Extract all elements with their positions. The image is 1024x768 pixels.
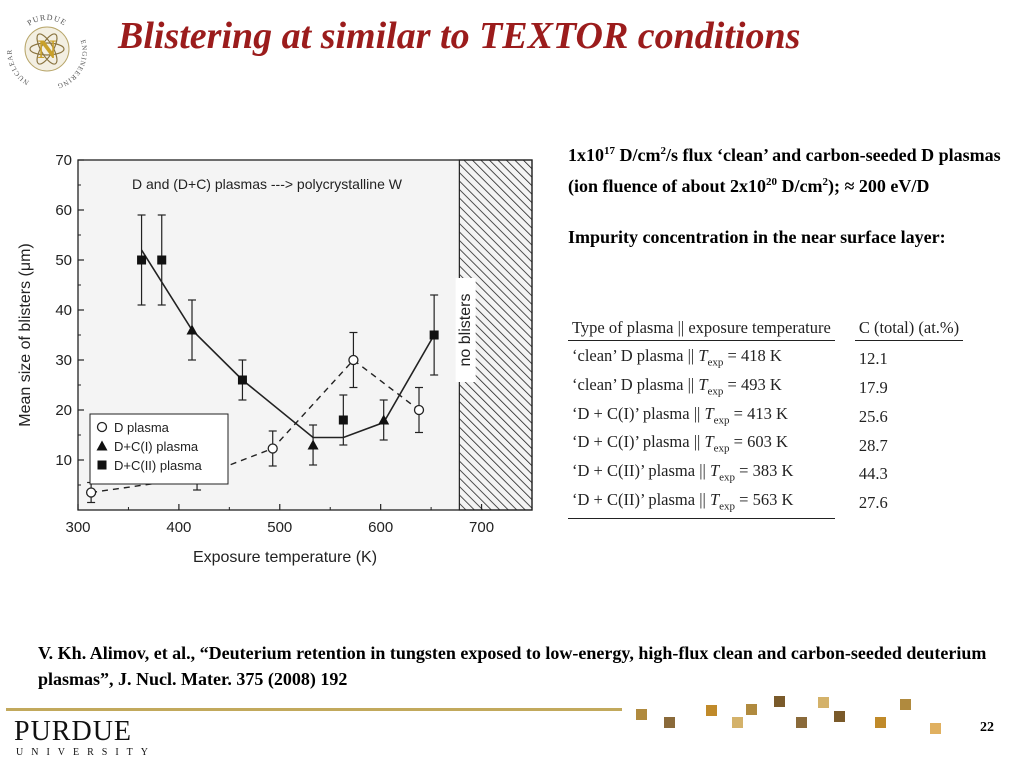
citation: V. Kh. Alimov, et al., “Deuterium retent…	[38, 643, 987, 689]
data-point	[378, 414, 390, 425]
y-tick-label: 70	[55, 152, 72, 169]
logo-letter: N	[38, 35, 57, 64]
table-cell-carbon: 27.6	[858, 493, 888, 513]
no-blisters-label: no blisters	[457, 294, 474, 367]
data-point	[348, 354, 359, 366]
logo-text-top: PURDUE	[25, 13, 67, 28]
decorative-square	[900, 699, 911, 710]
legend-marker	[96, 440, 108, 451]
table-row: ‘D + C(I)’ plasma || Texp = 413 K 25.6	[568, 403, 963, 432]
decorative-square	[636, 709, 647, 720]
decorative-square	[834, 711, 845, 722]
table-cell-carbon: 17.9	[858, 377, 888, 397]
table-cell-carbon: 44.3	[858, 464, 888, 484]
svg-text:PURDUE: PURDUE	[25, 13, 68, 28]
x-tick-label: 700	[469, 519, 494, 536]
decorative-square	[774, 696, 785, 707]
decorative-square	[818, 697, 829, 708]
table-header-plasma: Type of plasma || exposure temperature	[568, 316, 835, 341]
data-point	[307, 439, 319, 450]
legend-label: D plasma	[114, 420, 170, 435]
purdue-wordmark: PURDUE	[14, 716, 133, 747]
table-row: ‘D + C(II)’ plasma || Texp = 563 K 27.6	[568, 488, 963, 519]
table-cell-carbon: 28.7	[858, 435, 888, 455]
data-point	[85, 487, 97, 498]
table-row: ‘D + C(I)’ plasma || Texp = 603 K 28.7	[568, 431, 963, 460]
data-point	[186, 324, 198, 335]
table-cell-carbon: 25.6	[858, 406, 888, 426]
y-tick-label: 60	[55, 202, 72, 219]
table-header-carbon: C (total) (at.%)	[854, 316, 964, 341]
y-tick-label: 20	[55, 402, 72, 419]
description-flux: 1x1017 D/cm2/s flux ‘clean’ and carbon-s…	[568, 145, 1001, 196]
data-point	[137, 255, 147, 265]
description-block: 1x1017 D/cm2/s flux ‘clean’ and carbon-s…	[568, 138, 1013, 251]
table-row: ‘clean’ D plasma || Texp = 418 K 12.1	[568, 341, 963, 374]
blister-size-chart: no blisters D and (D+C) plasmas ---> poly…	[10, 148, 550, 588]
table-cell-carbon: 12.1	[858, 349, 888, 369]
atom-icon	[29, 33, 65, 65]
legend-marker	[97, 460, 107, 470]
table-cell-plasma: ‘D + C(II)’ plasma || Texp = 563 K	[568, 488, 835, 519]
footer-divider	[6, 708, 622, 711]
y-tick-label: 30	[55, 352, 72, 369]
page-number: 22	[980, 720, 994, 735]
table-cell-plasma: ‘D + C(I)’ plasma || Texp = 413 K	[572, 403, 788, 426]
chart-title: D and (D+C) plasmas ---> polycrystalline…	[132, 176, 403, 192]
x-tick-label: 400	[166, 519, 191, 536]
decorative-square	[796, 717, 807, 728]
data-point	[338, 415, 348, 425]
legend-label: D+C(I) plasma	[114, 439, 199, 454]
x-axis-label: Exposure temperature (K)	[193, 549, 377, 566]
table-row: ‘clean’ D plasma || Texp = 493 K 17.9	[568, 374, 963, 403]
impurity-table: Type of plasma || exposure temperature C…	[568, 316, 1014, 519]
table-cell-plasma: ‘D + C(II)’ plasma || Texp = 383 K	[572, 461, 794, 484]
purdue-nuclear-engineering-logo: PURDUE NUCLEAR ENGINEERING N	[6, 13, 88, 90]
legend-marker	[96, 421, 108, 433]
table-cell-plasma: ‘clean’ D plasma || Texp = 493 K	[572, 374, 782, 398]
y-tick-label: 50	[55, 252, 72, 269]
decorative-square	[664, 717, 675, 728]
x-tick-label: 500	[267, 519, 292, 536]
decorative-square	[875, 717, 886, 728]
description-impurity: Impurity concentration in the near surfa…	[568, 227, 946, 247]
decorative-square	[746, 704, 757, 715]
data-point	[413, 404, 425, 416]
x-tick-label: 600	[368, 519, 393, 536]
purdue-university-text: UNIVERSITY	[16, 747, 156, 758]
data-point	[267, 443, 278, 454]
decorative-square	[706, 705, 717, 716]
legend-label: D+C(II) plasma	[114, 458, 203, 473]
slide-title: Blistering at similar to TEXTOR conditio…	[118, 15, 801, 57]
table-cell-plasma: ‘clean’ D plasma || Texp = 418 K	[572, 346, 782, 369]
table-cell-plasma: ‘D + C(I)’ plasma || Texp = 603 K	[572, 432, 788, 455]
data-point	[429, 330, 439, 340]
table-row: ‘D + C(II)’ plasma || Texp = 383 K 44.3	[568, 460, 963, 489]
data-point	[237, 375, 247, 385]
decorative-square	[732, 717, 743, 728]
y-tick-label: 10	[55, 452, 72, 469]
decorative-square	[930, 723, 941, 734]
data-point	[157, 255, 167, 265]
chart-svg: no blisters D and (D+C) plasmas ---> poly…	[17, 152, 533, 566]
y-tick-label: 40	[55, 302, 72, 319]
legend-box	[89, 413, 229, 485]
y-axis-label: Mean size of blisters (μm)	[17, 243, 34, 426]
no-blisters-label-bg	[455, 278, 476, 382]
x-tick-label: 300	[65, 519, 90, 536]
